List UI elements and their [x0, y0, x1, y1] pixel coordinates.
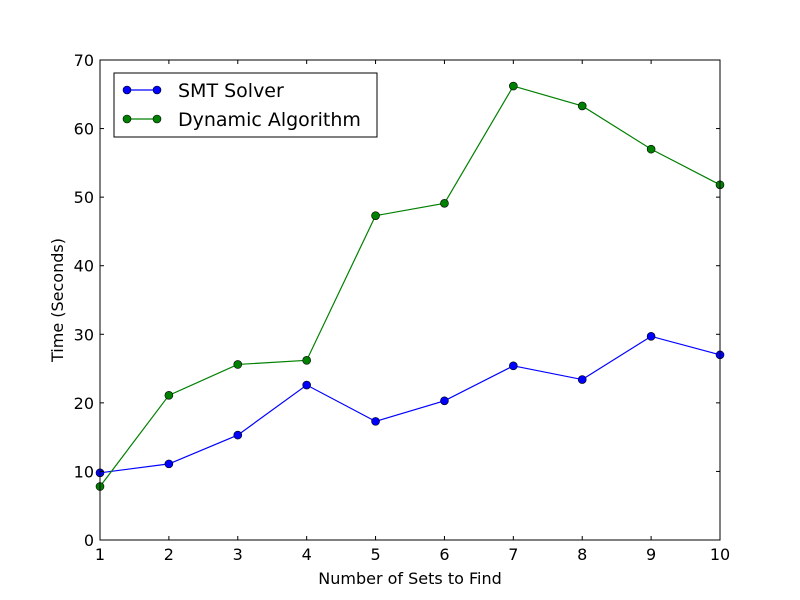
x-tick-label: 3	[233, 545, 243, 564]
y-axis-label: Time (Seconds)	[48, 238, 67, 363]
data-point-dynamic-algorithm	[509, 81, 518, 91]
legend-entry-smt-solver: SMT Solver	[122, 80, 284, 102]
plot-frame	[99, 59, 721, 541]
data-point-smt-solver	[164, 459, 174, 469]
data-point-dynamic-algorithm	[164, 391, 174, 400]
data-point-smt-solver	[371, 417, 380, 426]
data-point-dynamic-algorithm	[233, 360, 243, 369]
x-axis-label: Number of Sets to Find	[318, 569, 502, 588]
data-point-dynamic-algorithm	[371, 211, 380, 220]
legend-entry-dynamic-algorithm: Dynamic Algorithm	[122, 109, 361, 131]
legend-marker	[122, 85, 132, 95]
y-tick-label: 50	[74, 188, 94, 207]
data-point-dynamic-algorithm	[577, 101, 587, 111]
data-point-smt-solver	[440, 396, 449, 406]
legend-label-dynamic-algorithm: Dynamic Algorithm	[178, 109, 361, 131]
data-point-smt-solver	[577, 375, 587, 384]
data-point-smt-solver	[302, 380, 311, 390]
y-tick-label: 20	[74, 394, 94, 413]
series-layer	[95, 81, 725, 491]
series-line-smt-solver	[99, 335, 721, 474]
x-tick-label: 4	[302, 545, 312, 564]
y-tick-label: 70	[74, 51, 94, 70]
x-tick-label: 1	[95, 545, 105, 564]
y-tick-label: 40	[74, 257, 94, 276]
axis-ticks: 1 2 3 4 5 6 7 8 9 10 0 10 20 30 40 50 60 70	[74, 51, 731, 564]
legend-marker	[122, 114, 132, 124]
y-tick-label: 60	[74, 120, 94, 139]
x-tick-label: 8	[577, 545, 587, 564]
x-tick-label: 5	[370, 545, 380, 564]
data-point-smt-solver	[646, 332, 656, 341]
x-tick-label: 6	[439, 545, 449, 564]
series-line-dynamic-algorithm	[99, 85, 721, 487]
data-point-dynamic-algorithm	[302, 356, 311, 365]
legend-label-smt-solver: SMT Solver	[178, 80, 284, 102]
y-tick-label: 0	[84, 531, 94, 550]
legend-marker	[152, 85, 162, 95]
data-point-dynamic-algorithm	[440, 199, 449, 208]
legend-box	[113, 72, 378, 138]
x-tick-label: 7	[508, 545, 518, 564]
x-tick-label: 2	[164, 545, 174, 564]
y-tick-label: 10	[74, 462, 94, 481]
legend-marker	[152, 114, 162, 124]
data-point-smt-solver	[509, 361, 518, 371]
x-tick-label: 10	[710, 545, 730, 564]
y-tick-label: 30	[74, 325, 94, 344]
x-tick-label: 9	[646, 545, 656, 564]
data-point-dynamic-algorithm	[646, 144, 656, 154]
data-point-smt-solver	[233, 430, 243, 440]
legend: SMT Solver Dynamic Algorithm	[113, 72, 378, 138]
